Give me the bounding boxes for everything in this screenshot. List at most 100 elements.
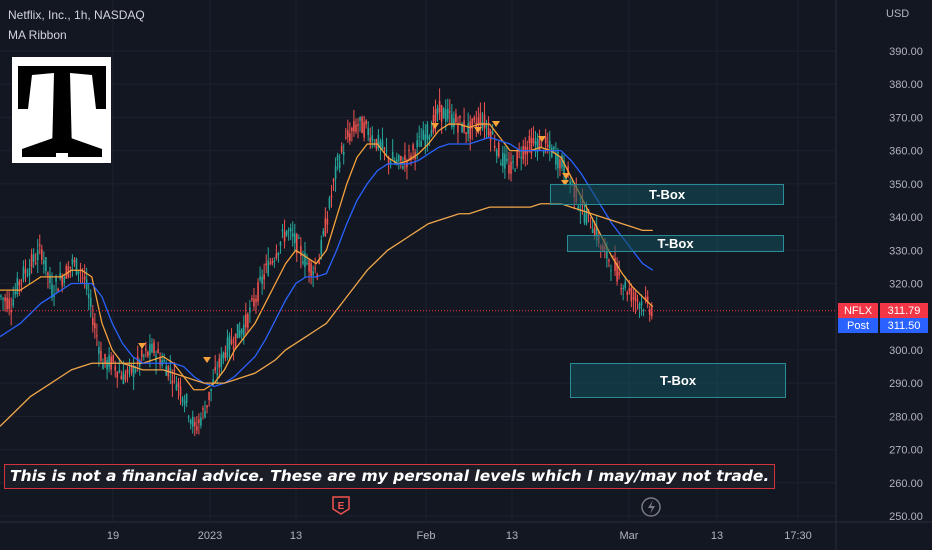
candle-body [383, 147, 386, 149]
candle-body [112, 355, 114, 362]
candle-body [16, 277, 19, 295]
candle-body [477, 117, 480, 126]
candle-body [134, 370, 137, 372]
candle-body [428, 136, 431, 140]
candle-body [349, 133, 351, 142]
candle-body [106, 360, 108, 370]
candle-body [0, 295, 2, 297]
candle-body [130, 365, 133, 373]
candle-body [636, 299, 639, 302]
candle-body [191, 416, 194, 427]
candle-body [126, 369, 129, 375]
x-tick-label: 13 [506, 530, 518, 542]
candle-body [440, 105, 443, 122]
candle-body [593, 227, 596, 237]
candle-body [242, 324, 245, 336]
candle-body [548, 140, 551, 149]
candle-body [312, 271, 314, 276]
candle-body [147, 351, 149, 357]
candle-body [285, 230, 288, 236]
candle-body [610, 270, 612, 272]
candle-body [344, 137, 347, 139]
candle-body [132, 365, 135, 378]
candle-body [273, 260, 276, 262]
candle-body [630, 288, 633, 302]
candle-body [302, 261, 304, 264]
ma-mid-line [0, 136, 654, 388]
candle-body [473, 117, 476, 121]
candle-body [210, 388, 212, 391]
candle-body [218, 358, 221, 368]
candle-body [261, 276, 263, 284]
candle-body [426, 124, 429, 140]
candle-body [59, 272, 61, 279]
candle-body [371, 135, 374, 142]
candle-body [402, 166, 404, 169]
candle-body [577, 205, 580, 209]
post-market-tag: Post [838, 318, 878, 334]
candle-body [149, 344, 151, 356]
candle-body [412, 144, 414, 150]
candle-body [626, 292, 629, 295]
candle-body [98, 347, 100, 354]
candle-body [342, 152, 345, 156]
signal-triangle-icon [561, 180, 569, 186]
candle-body [2, 297, 4, 300]
candle-body [606, 246, 608, 259]
candle-body [304, 252, 306, 268]
candle-body [12, 299, 15, 306]
candle-body [408, 149, 410, 151]
t-box-zone-2[interactable]: T-Box [567, 235, 784, 252]
candle-body [83, 276, 86, 280]
candle-body [442, 108, 445, 119]
candle-body [455, 113, 457, 123]
x-tick-label: 2023 [198, 530, 222, 542]
candle-body [118, 370, 121, 373]
ma-slow-line [0, 203, 653, 427]
candle-body [318, 261, 321, 265]
x-tick-label: 17:30 [784, 530, 812, 542]
candle-body [259, 276, 261, 280]
candle-body [298, 237, 300, 239]
y-tick-label: 390.00 [889, 46, 923, 58]
indicator-label[interactable]: MA Ribbon [8, 28, 67, 42]
candle-body [347, 130, 349, 138]
candle-body [234, 333, 237, 347]
signal-markers [138, 121, 570, 363]
y-axis: 250.00260.00270.00280.00290.00300.00310.… [889, 46, 923, 523]
candle-body [363, 122, 365, 138]
candle-body [169, 367, 172, 373]
y-tick-label: 330.00 [889, 245, 923, 257]
candle-body [620, 288, 622, 290]
t-box-zone-1[interactable]: T-Box [550, 183, 784, 206]
candle-body [77, 271, 80, 274]
candle-body [255, 299, 257, 302]
candle-body [328, 198, 331, 208]
candle-body [283, 231, 286, 242]
candle-body [385, 150, 388, 152]
t-box-zone-3[interactable]: T-Box [570, 363, 786, 399]
candle-body [571, 180, 573, 182]
candle-body [585, 210, 588, 225]
candle-body [173, 369, 176, 372]
x-tick-label: Feb [417, 530, 436, 542]
candle-body [479, 112, 482, 126]
candle-body [214, 367, 216, 371]
candle-body [424, 134, 427, 146]
y-tick-label: 270.00 [889, 445, 923, 457]
candle-body [638, 303, 641, 310]
candle-body [65, 265, 68, 279]
candle-body [532, 138, 535, 144]
candle-body [291, 233, 294, 237]
candle-body [114, 366, 117, 371]
y-tick-label: 250.00 [889, 511, 923, 523]
symbol-title[interactable]: Netflix, Inc., 1h, NASDAQ [8, 8, 145, 22]
candle-body [516, 151, 518, 167]
ma-lines [0, 123, 654, 427]
candle-body [187, 416, 190, 419]
candle-body [559, 159, 561, 169]
candle-body [436, 107, 439, 115]
candle-body [489, 131, 492, 141]
